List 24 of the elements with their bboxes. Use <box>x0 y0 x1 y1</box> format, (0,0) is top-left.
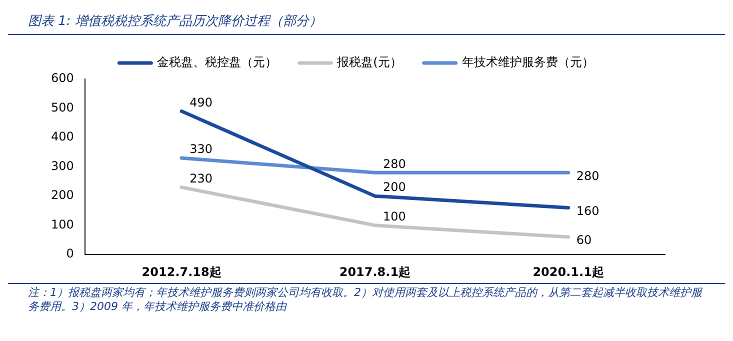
data-label: 490 <box>190 95 212 110</box>
data-label: 200 <box>382 180 406 194</box>
y-tick-label: 400 <box>51 130 74 144</box>
data-label: 160 <box>576 204 600 218</box>
x-tick-label: 2012.7.18起 <box>142 264 222 279</box>
data-label: 230 <box>190 171 212 186</box>
y-tick-label: 100 <box>51 217 74 232</box>
y-tick-label: 300 <box>51 158 74 173</box>
data-label: 280 <box>382 156 406 171</box>
x-tick-label: 2017.8.1起 <box>339 264 411 279</box>
data-label: 100 <box>382 209 406 224</box>
text: 注：1）报税盘两家均有；年技术维护服务费则两家公司均有收取。2）对使用两套及以上税控系统产品的，从第二套起减半收取技术维护服务费用。3）2009 年，年技术维护服务费中准价格由 <box>8 283 725 316</box>
legend-label: 年技术维护服务费（元） <box>462 55 594 70</box>
y-tick-label: 500 <box>51 100 74 114</box>
data-label: 60 <box>576 233 592 248</box>
y-tick-label: 0 <box>66 246 74 261</box>
y-tick-label: 200 <box>51 188 74 202</box>
data-label: 330 <box>190 142 212 156</box>
x-tick-label: 2020.1.1起 <box>532 264 604 279</box>
legend-label: 金税盘、税控盘（元） <box>157 55 278 70</box>
legend-label: 报税盘(元） <box>336 55 402 70</box>
y-tick-label: 600 <box>51 71 74 86</box>
chart-title: 图表 1: 增值税税控系统产品历次降价过程（部分） <box>8 8 725 35</box>
data-label: 280 <box>576 168 600 183</box>
